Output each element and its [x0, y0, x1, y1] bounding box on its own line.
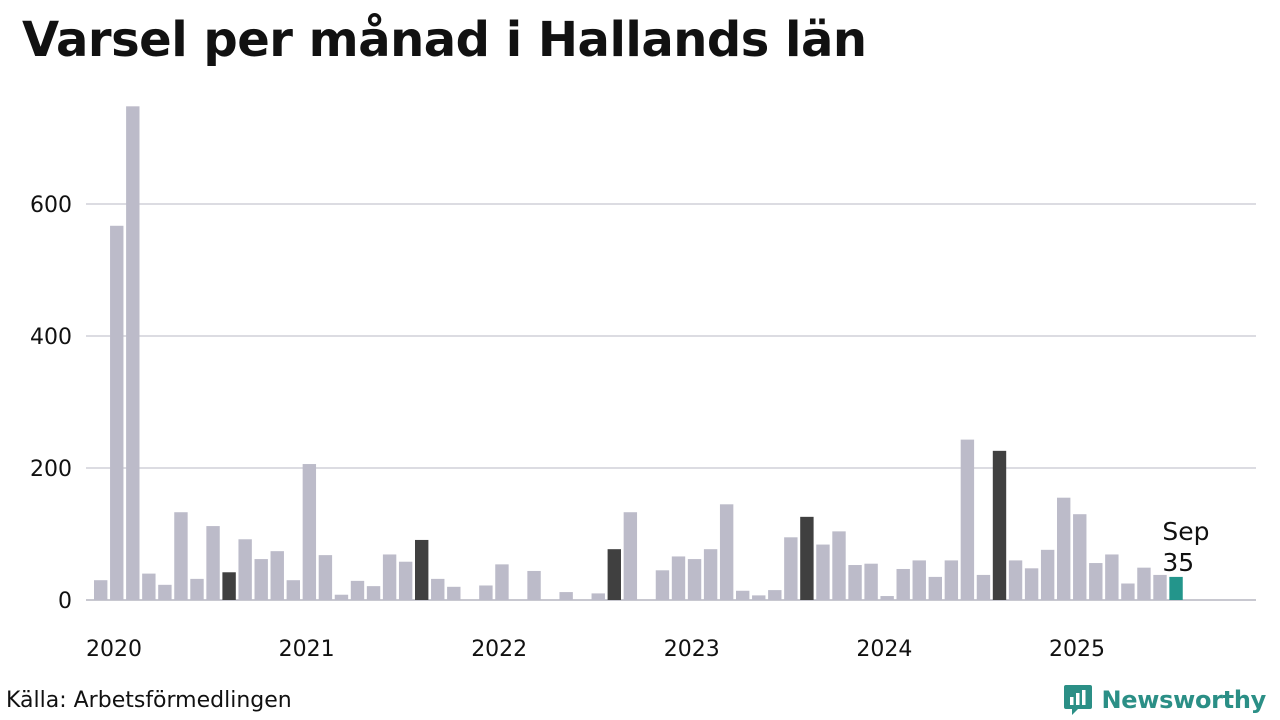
bar-2021-03 — [318, 555, 333, 600]
bar-2024-05 — [928, 576, 942, 600]
bar-2024-12 — [1040, 549, 1055, 600]
bar-2023-04 — [719, 504, 734, 600]
y-tick-label-400: 400 — [30, 325, 72, 350]
bar-2024-02 — [880, 596, 894, 600]
source-note: Källa: Arbetsförmedlingen — [6, 688, 292, 713]
bar-2020-08 — [206, 526, 220, 600]
y-tick-label-600: 600 — [30, 193, 72, 218]
y-tick-label-200: 200 — [30, 457, 72, 482]
bar-2025-02 — [1073, 514, 1087, 600]
bar-2025-05 — [1121, 583, 1135, 600]
bar-2025-01 — [1057, 497, 1071, 600]
bar-2021-04 — [334, 594, 349, 600]
bar-2022-08 — [591, 593, 605, 600]
x-tick-label-2021: 2021 — [279, 637, 335, 662]
bar-2023-07 — [768, 590, 782, 600]
bar-2025-08 — [1169, 576, 1183, 600]
x-tick-label-2022: 2022 — [471, 637, 527, 662]
bar-2021-05 — [350, 580, 365, 600]
bar-2020-07 — [190, 578, 204, 600]
bar-2020-11 — [254, 559, 268, 600]
bar-2024-06 — [944, 560, 959, 600]
bar-2022-10 — [623, 512, 638, 600]
newsworthy-logo-icon — [1064, 685, 1093, 715]
bar-2024-07 — [960, 439, 975, 600]
bar-2020-04 — [142, 573, 156, 600]
bars — [94, 106, 1183, 600]
bar-2021-06 — [366, 586, 381, 600]
bar-2024-09 — [992, 450, 1007, 600]
axes: 0 200 400 600 2020 2021 2022 2023 2024 2025 — [30, 193, 1105, 662]
x-tick-label-2024: 2024 — [856, 637, 912, 662]
bar-2022-12 — [655, 570, 670, 600]
brand-name: Newsworthy — [1101, 686, 1266, 714]
bar-2024-04 — [912, 560, 926, 600]
bar-2020-01 — [94, 580, 108, 600]
bar-2023-12 — [848, 565, 862, 600]
brand-logo[interactable]: Newsworthy — [1063, 683, 1266, 717]
annotation-month-label: Sep — [1162, 517, 1209, 546]
bar-2022-06 — [559, 592, 573, 600]
bar-2020-12 — [270, 551, 284, 600]
bar-2022-01 — [479, 585, 493, 600]
bar-2024-10 — [1008, 560, 1023, 600]
bar-2020-03 — [126, 106, 140, 600]
bar-2024-01 — [864, 563, 878, 600]
x-tick-label-2025: 2025 — [1049, 637, 1105, 662]
x-tick-label-2023: 2023 — [664, 637, 720, 662]
bar-2024-03 — [896, 568, 910, 600]
bar-2023-09 — [800, 516, 814, 600]
bar-2021-09 — [415, 539, 429, 600]
bar-2024-11 — [1024, 568, 1039, 600]
bar-2022-04 — [527, 570, 541, 600]
y-tick-label-0: 0 — [58, 589, 72, 614]
bar-2021-02 — [302, 464, 317, 600]
bar-2021-08 — [398, 561, 413, 600]
bar-2023-05 — [736, 590, 750, 600]
annotation-value-label: 35 — [1162, 548, 1194, 577]
bar-2021-01 — [286, 580, 300, 600]
bar-2023-06 — [752, 595, 766, 600]
bar-2025-07 — [1153, 574, 1167, 600]
bar-2021-11 — [447, 586, 461, 600]
bar-2020-06 — [174, 512, 188, 600]
x-tick-label-2020: 2020 — [86, 637, 142, 662]
bar-2023-03 — [703, 549, 718, 600]
bar-2025-03 — [1089, 563, 1103, 600]
bar-2021-10 — [431, 578, 445, 600]
chart-title: Varsel per månad i Hallands län — [22, 12, 867, 68]
bar-2022-02 — [495, 564, 509, 600]
bar-2022-09 — [607, 549, 621, 600]
bar-2023-01 — [671, 556, 686, 600]
bar-2020-10 — [238, 539, 252, 600]
bar-2020-09 — [222, 572, 236, 600]
bar-2020-02 — [110, 225, 124, 600]
bar-2023-02 — [687, 559, 702, 600]
bar-2025-06 — [1137, 567, 1151, 600]
bar-2023-08 — [784, 537, 798, 600]
bar-2020-05 — [158, 584, 172, 600]
bar-2025-04 — [1105, 554, 1119, 600]
bar-2023-11 — [832, 531, 846, 600]
bar-2023-10 — [816, 544, 830, 600]
bar-2024-08 — [976, 574, 991, 600]
bar-2021-07 — [382, 554, 397, 600]
